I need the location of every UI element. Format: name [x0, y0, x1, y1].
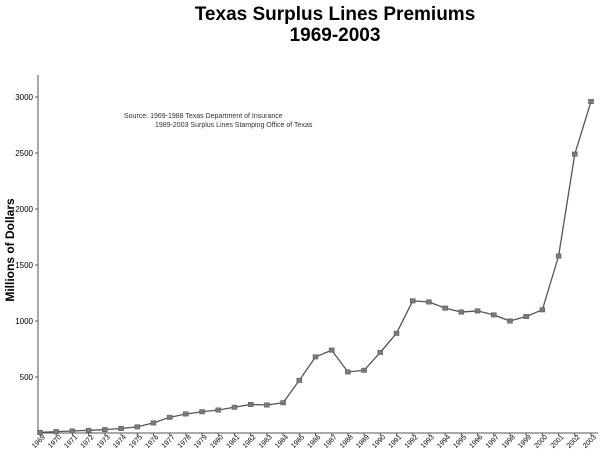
x-tick-label: 1996: [469, 434, 485, 450]
x-tick-label: 1995: [452, 434, 468, 450]
data-point: [183, 411, 189, 417]
data-point: [523, 314, 529, 319]
y-tick-label: 2000: [15, 205, 33, 214]
x-tick-label: 1980: [209, 434, 225, 450]
data-point: [426, 299, 432, 305]
x-tick-label: 1988: [339, 434, 355, 450]
x-axis-ticks: 1969 1970 1971 1972 1973 1974 1975 1976 1977 1978…: [31, 433, 598, 450]
y-tick-label: 1000: [15, 317, 33, 326]
x-tick-label: 1999: [517, 434, 533, 450]
y-tick-label: 500: [20, 373, 34, 382]
data-point: [442, 305, 448, 311]
chart-subtitle: 1969-2003: [290, 25, 381, 46]
data-point: [555, 253, 562, 259]
x-tick-label: 1993: [420, 434, 436, 450]
source-note-line-1: Source: 1969-1988 Texas Department of In…: [124, 113, 283, 120]
x-tick-label: 1978: [177, 434, 193, 450]
y-axis-ticks: 500 1000 1500 2000 2500 3000: [15, 93, 38, 382]
data-point: [247, 401, 254, 407]
data-point: [572, 151, 578, 157]
source-note-line-2: 1989-2003 Surplus Lines Stamping Office …: [155, 122, 313, 129]
x-tick-label: 1990: [371, 434, 387, 450]
data-point: [150, 420, 157, 426]
x-tick-label: 1998: [501, 434, 517, 450]
x-tick-label: 1987: [323, 434, 339, 450]
data-point: [312, 354, 319, 360]
x-tick-label: 1977: [161, 434, 177, 450]
data-point: [361, 367, 367, 373]
x-tick-label: 1994: [436, 434, 452, 450]
x-tick-label: 1975: [128, 434, 144, 450]
chart-title: Texas Surplus Lines Premiums: [195, 4, 476, 25]
x-tick-label: 1972: [80, 434, 96, 450]
y-tick-label: 1500: [15, 261, 33, 270]
x-tick-label: 1985: [290, 434, 306, 450]
data-point: [231, 404, 238, 410]
data-point: [328, 347, 335, 353]
y-axis-label: Millions of Dollars: [3, 198, 17, 302]
x-tick-label: 1986: [306, 434, 322, 450]
x-tick-label: 1991: [387, 434, 403, 450]
data-point: [491, 312, 497, 318]
x-tick-label: 1969: [31, 434, 47, 450]
data-point: [199, 409, 205, 415]
data-point: [166, 414, 173, 420]
data-points: [37, 99, 594, 435]
x-tick-label: 1989: [355, 434, 371, 450]
data-point: [409, 298, 416, 304]
x-tick-label: 1997: [485, 434, 501, 450]
x-tick-label: 1982: [242, 434, 258, 450]
y-tick-label: 2500: [15, 149, 33, 158]
data-point: [69, 428, 76, 434]
x-tick-label: 1984: [274, 434, 290, 450]
series-line-premiums: [39, 101, 592, 434]
data-point: [134, 424, 140, 430]
x-tick-label: 1973: [96, 434, 112, 450]
data-point: [102, 427, 108, 433]
data-point: [507, 318, 513, 324]
x-tick-label: 2001: [550, 434, 566, 450]
data-point: [53, 429, 59, 435]
x-tick-label: 1992: [404, 434, 420, 450]
data-point: [458, 309, 465, 315]
data-point: [588, 99, 594, 104]
data-point: [474, 308, 481, 314]
data-point: [85, 427, 92, 433]
x-tick-label: 2003: [582, 434, 598, 450]
data-point: [377, 349, 384, 355]
x-tick-label: 1981: [225, 434, 241, 450]
x-tick-label: 1983: [258, 434, 274, 450]
data-point: [118, 426, 124, 431]
data-point: [345, 369, 351, 375]
x-tick-label: 1974: [112, 434, 128, 450]
x-tick-label: 2000: [533, 434, 549, 450]
x-tick-label: 1970: [47, 434, 63, 450]
data-point: [393, 330, 400, 336]
x-tick-label: 1971: [63, 434, 79, 450]
data-point: [37, 429, 43, 435]
x-tick-label: 1979: [193, 434, 209, 450]
data-point: [296, 377, 303, 383]
data-point: [264, 402, 270, 408]
y-tick-label: 3000: [15, 93, 33, 102]
x-tick-label: 2002: [566, 434, 582, 450]
data-point: [539, 307, 546, 313]
x-tick-label: 1976: [144, 434, 160, 450]
data-point: [280, 400, 286, 406]
data-point: [215, 407, 222, 413]
